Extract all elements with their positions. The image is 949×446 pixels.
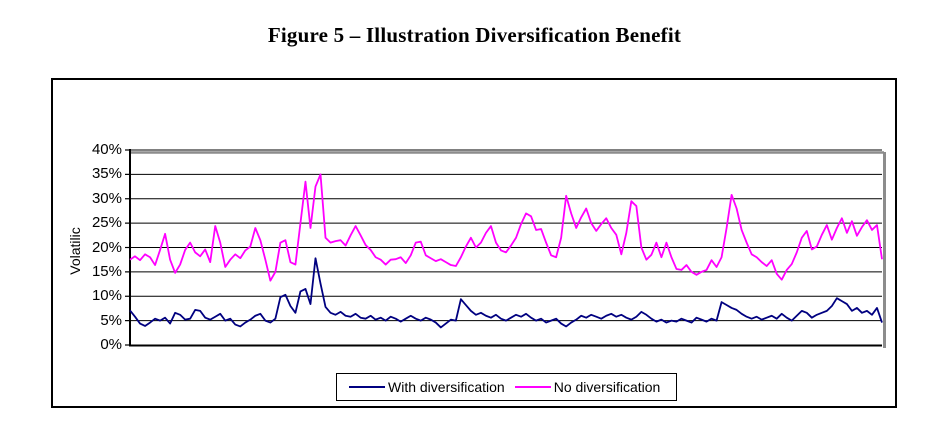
figure-title: Figure 5 – Illustration Diversification …	[267, 23, 682, 47]
y-tick-label: 5%	[100, 311, 122, 329]
legend-item-with-diversification: With diversification	[349, 379, 505, 395]
y-tick-label: 0%	[100, 336, 122, 353]
series-line-no-diversification	[129, 173, 883, 282]
y-tick-label: 40%	[91, 141, 122, 158]
y-tick-label: 20%	[91, 238, 122, 256]
legend-label: No diversification	[553, 379, 661, 395]
series-line-with-diversification	[129, 257, 883, 329]
y-tick-label: 35%	[91, 165, 122, 183]
y-tick-label: 10%	[91, 287, 122, 305]
legend-line-sample	[514, 386, 551, 388]
legend: With diversification No diversification	[336, 373, 677, 401]
chart-frame: Volatilic 0% 5% 10% 15% 20% 25% 30% 35% 40% With…	[51, 78, 897, 408]
legend-label: With diversification	[388, 379, 505, 395]
legend-item-no-diversification: No diversification	[514, 379, 661, 395]
y-tick-label: 15%	[91, 262, 122, 280]
y-tick-label: 25%	[91, 214, 122, 232]
legend-line-sample	[349, 386, 385, 388]
y-tick-label: 30%	[91, 189, 122, 207]
plot-area	[125, 149, 886, 348]
